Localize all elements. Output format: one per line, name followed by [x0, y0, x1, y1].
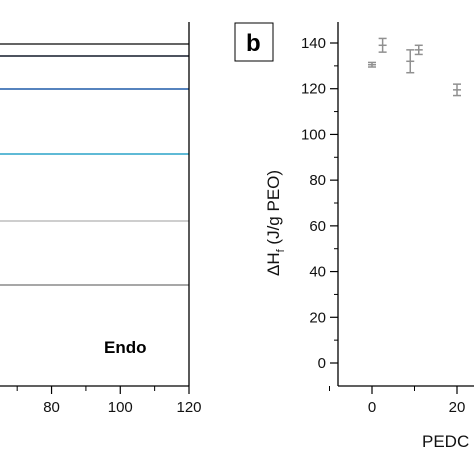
panel-a-x-tick-label: 120 — [176, 399, 201, 416]
panel-b-y-ticks: 0 20 40 60 80 100 120 140 — [301, 35, 338, 372]
panel-b: b 0 20 40 60 80 100 120 140 0 20 ΔHf (J/g PEO) P… — [234, 22, 474, 451]
panel-b-y-tick-label: 60 — [309, 218, 326, 235]
panel-b-y-tick-label: 140 — [301, 35, 326, 52]
y-label-rest: (J/g PEO) — [264, 170, 283, 249]
panel-b-y-axis-label: ΔHf (J/g PEO) — [264, 170, 287, 276]
panel-a-x-tick-label: 80 — [43, 399, 60, 416]
panel-b-y-tick-label: 120 — [301, 81, 326, 98]
panel-b-y-tick-label: 100 — [301, 126, 326, 143]
panel-b-data-point — [453, 83, 461, 97]
panel-b-x-tick-label: 0 — [368, 399, 376, 416]
panel-b-data-point — [414, 44, 423, 56]
panel-b-data-point — [406, 49, 415, 74]
panel-b-y-tick-label: 40 — [309, 264, 326, 281]
y-label-main: ΔH — [264, 252, 283, 276]
panel-b-x-tick-label: 20 — [449, 399, 466, 416]
panel-a-series-group — [0, 43, 189, 286]
panel-b-y-tick-label: 80 — [309, 172, 326, 189]
panel-b-letter: b — [246, 30, 261, 57]
panel-a: 80 100 120 Endo — [0, 22, 202, 416]
panel-b-x-ticks: 0 20 — [329, 386, 466, 416]
panel-a-x-ticks: 80 100 120 — [16, 386, 202, 416]
panel-b-y-tick-label: 0 — [318, 355, 326, 372]
panel-b-letter-box — [234, 22, 274, 62]
panel-a-annotation-endo: Endo — [104, 338, 147, 357]
y-label-sub: f — [275, 248, 287, 252]
panel-b-x-axis-label: PEDC — [422, 432, 469, 451]
panel-b-data-point — [368, 61, 376, 68]
panel-b-points — [368, 37, 461, 97]
panel-b-y-tick-label: 20 — [309, 309, 326, 326]
panel-b-data-point — [378, 37, 387, 53]
panel-a-x-tick-label: 100 — [108, 399, 133, 416]
